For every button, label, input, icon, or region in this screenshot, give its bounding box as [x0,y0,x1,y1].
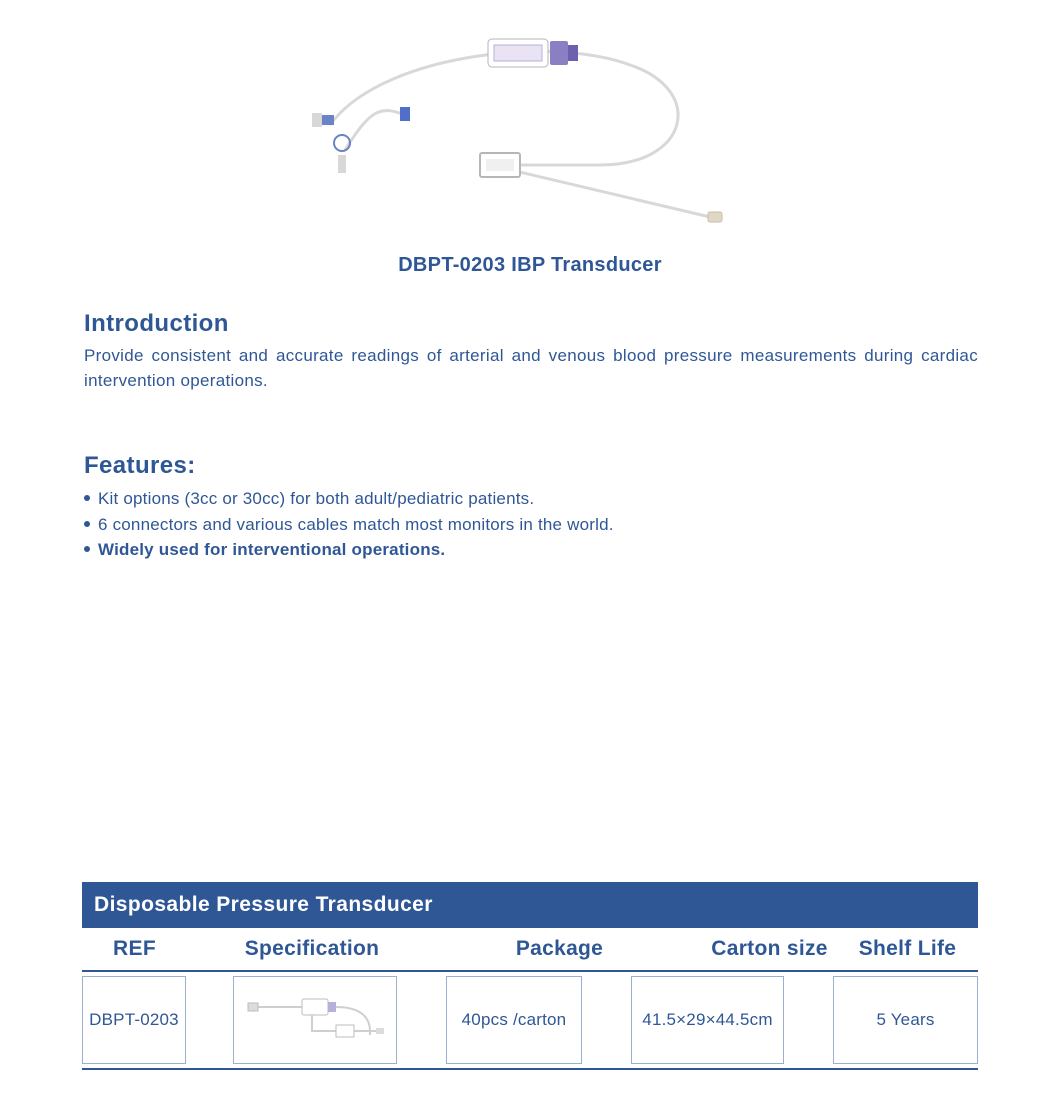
feature-text: Kit options (3cc or 30cc) for both adult… [98,489,534,508]
introduction-section: Introduction Provide consistent and accu… [84,310,978,393]
cell-spec [233,976,397,1064]
feature-text: 6 connectors and various cables match mo… [98,515,614,534]
cell-package: 40pcs /carton [446,976,582,1064]
table-footer-rule [82,1068,978,1070]
table-row: DBPT-0203 40pcs /carton 41.5×29×44.5cm 5… [82,972,978,1068]
col-header-pkg: Package [472,937,647,961]
features-heading: Features: [84,452,978,480]
table-header-row: REF Specification Package Carton size Sh… [82,928,978,970]
introduction-text: Provide consistent and accurate readings… [84,344,978,393]
col-header-shelf: Shelf Life [847,937,978,961]
features-list: Kit options (3cc or 30cc) for both adult… [84,486,978,563]
product-caption: DBPT-0203 IBP Transducer [0,254,1060,277]
col-header-cart: Carton size [662,937,877,961]
introduction-heading: Introduction [84,310,978,338]
cell-ref: DBPT-0203 [82,976,186,1064]
product-image [290,15,730,235]
col-header-ref: REF [82,937,187,961]
spec-table: Disposable Pressure Transducer REF Speci… [82,882,978,1070]
cell-shelf-life: 5 Years [833,976,978,1064]
feature-item: Widely used for interventional operation… [84,537,978,563]
col-header-spec: Specification [187,937,437,961]
feature-item: Kit options (3cc or 30cc) for both adult… [84,486,978,512]
features-section: Features: Kit options (3cc or 30cc) for … [84,452,978,563]
feature-text: Widely used for interventional operation… [98,540,445,559]
cell-carton-size: 41.5×29×44.5cm [631,976,784,1064]
table-title: Disposable Pressure Transducer [82,882,978,928]
feature-item: 6 connectors and various cables match mo… [84,512,978,538]
spec-thumb-icon [240,983,390,1057]
